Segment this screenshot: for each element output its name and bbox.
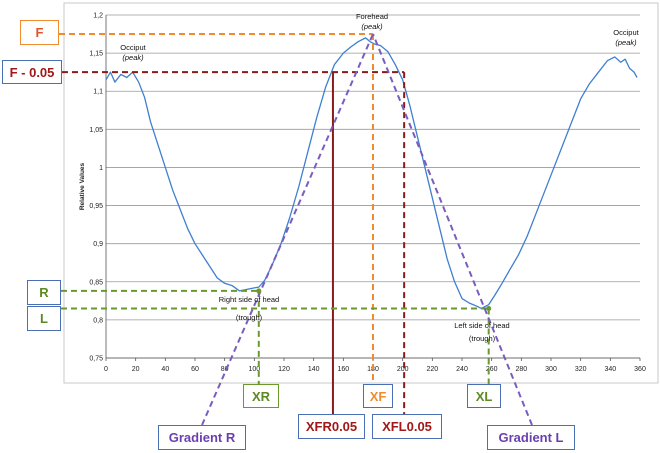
xr-label-box: XR (243, 384, 279, 408)
y-tick-label: 0,75 (89, 356, 103, 363)
left-trough-annotation: Left side of head (454, 321, 509, 330)
x-tick-label: 220 (426, 366, 438, 373)
xfl-label-box: XFL0.05 (372, 414, 442, 439)
y-tick-label: 0,8 (93, 317, 103, 324)
x-tick-label: 0 (104, 366, 108, 373)
x-tick-label: 300 (545, 366, 557, 373)
r-intersection-dot (256, 288, 262, 294)
y-tick-label: 1 (99, 165, 103, 172)
x-tick-label: 320 (575, 366, 587, 373)
x-tick-label: 60 (191, 366, 199, 373)
gradient-r-label-box: Gradient R (158, 425, 246, 450)
forehead-annotation: Forehead (356, 12, 388, 21)
x-tick-label: 360 (634, 366, 646, 373)
right-trough-annotation: Right side of head (219, 295, 279, 304)
x-tick-label: 140 (308, 366, 320, 373)
gradient-r-line (201, 33, 374, 426)
y-tick-label: 1,15 (89, 51, 103, 58)
gradient-l-line (372, 33, 533, 426)
y-axis-label: Relative Values (79, 162, 86, 210)
x-tick-label: 40 (161, 366, 169, 373)
x-tick-label: 200 (397, 366, 409, 373)
right-trough-annotation-sub: (trough) (236, 313, 263, 322)
xl-label-box: XL (467, 384, 501, 408)
x-tick-label: 100 (248, 366, 260, 373)
occiput-right-annotation-sub: (peak) (615, 38, 637, 47)
y-tick-label: 1,1 (93, 89, 103, 96)
f-minus-label-box: F - 0.05 (2, 60, 62, 84)
data-series-line (105, 37, 638, 310)
y-tick-label: 1,2 (93, 13, 103, 20)
occiput-left-annotation: Occiput (120, 43, 146, 52)
xfr-label-box: XFR0.05 (298, 414, 365, 439)
y-tick-label: 1,05 (89, 127, 103, 134)
x-tick-label: 20 (132, 366, 140, 373)
r-label-box: R (27, 280, 61, 305)
chart-frame (63, 2, 659, 384)
x-tick-label: 80 (221, 366, 229, 373)
occiput-left-annotation-sub: (peak) (122, 53, 144, 62)
occiput-right-annotation: Occiput (613, 28, 639, 37)
gradient-l-label-box: Gradient L (487, 425, 575, 450)
l-intersection-dot (486, 305, 492, 311)
forehead-annotation-sub: (peak) (361, 22, 383, 31)
left-trough-annotation-sub: (trough) (469, 334, 496, 343)
x-tick-label: 340 (604, 366, 616, 373)
x-tick-label: 120 (278, 366, 290, 373)
y-tick-label: 0,9 (93, 241, 103, 248)
x-tick-label: 240 (456, 366, 468, 373)
xf-label-box: XF (363, 384, 393, 408)
l-label-box: L (27, 306, 61, 331)
f-label-box: F (20, 20, 59, 45)
x-tick-label: 260 (486, 366, 498, 373)
x-tick-label: 280 (515, 366, 527, 373)
y-tick-label: 0,95 (89, 203, 103, 210)
x-tick-label: 160 (337, 366, 349, 373)
y-tick-label: 0,85 (89, 279, 103, 286)
